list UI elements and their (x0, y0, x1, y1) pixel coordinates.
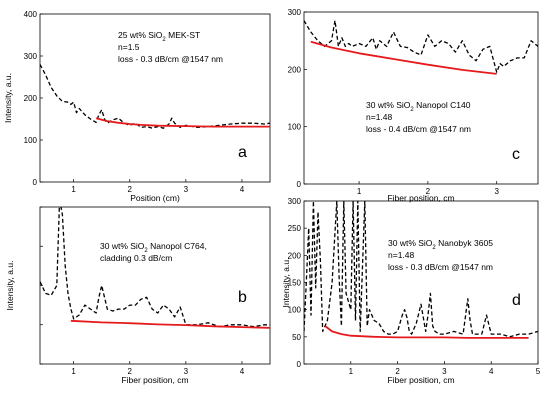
panel-letter: c (512, 146, 520, 163)
measured-curve (40, 207, 270, 328)
x-tick-label: 5 (536, 367, 541, 376)
x-axis-label: Fiber position, cm (387, 375, 454, 385)
x-tick-label: 2 (128, 185, 133, 194)
annotation-line: 25 wt% SiO2 MEK-ST (118, 30, 200, 43)
annotation-line: loss - 0.3 dB/cm @1547 nm (118, 54, 223, 64)
x-axis-label: Fiber position, cm (387, 193, 454, 203)
y-tick-label: 200 (24, 94, 38, 103)
annotation-line: cladding 0.3 dB/cm (100, 253, 172, 263)
panel-letter: d (512, 292, 521, 309)
y-tick-label: 0 (297, 180, 302, 189)
x-axis-label: Position (cm) (130, 193, 180, 203)
x-tick-label: 4 (489, 367, 494, 376)
x-tick-label: 3 (184, 185, 189, 194)
fit-curve (310, 40, 497, 75)
measured-curve (304, 201, 538, 338)
y-tick-label: 400 (24, 10, 38, 19)
fit-curve (324, 325, 529, 339)
x-tick-label: 2 (395, 367, 400, 376)
y-tick-label: 300 (288, 8, 302, 17)
plot-frame (39, 206, 271, 365)
panel-letter: a (238, 144, 247, 161)
annotation-line: n=1.48 (388, 250, 415, 260)
x-tick-label: 2 (426, 187, 431, 196)
y-tick-label: 200 (288, 65, 302, 74)
fit-curve (95, 117, 270, 128)
y-tick-label: 150 (288, 279, 302, 288)
y-tick-label: 300 (288, 197, 302, 206)
measured-curve (304, 19, 538, 73)
y-tick-label: 0 (297, 360, 302, 369)
y-tick-label: 100 (24, 136, 38, 145)
y-tick-label: 100 (288, 123, 302, 132)
y-axis-label: Intensity, a.u. (281, 258, 291, 308)
y-tick-label: 100 (288, 306, 302, 315)
y-axis-label: Intensity, a.u. (3, 73, 13, 123)
y-tick-label: 300 (24, 52, 38, 61)
y-tick-label: 250 (288, 224, 302, 233)
annotation-line: loss - 0.3 dB/cm @1547 nm (388, 262, 493, 272)
fit-curve (70, 319, 270, 329)
panel-c: 1 2 3 0 100 200 300 Fiber position, cm 30 wt% Si… (288, 8, 539, 203)
annotation-line: 30 wt% SiO2 Nanopol C140 (366, 100, 471, 113)
y-tick-label: 0 (33, 178, 38, 187)
annotation-line: 30 wt% SiO2 Nanobyk 3605 (388, 238, 493, 251)
x-tick-label: 1 (349, 367, 354, 376)
x-tick-label: 2 (128, 367, 133, 376)
x-tick-label: 1 (71, 185, 76, 194)
panel-a: 1 2 3 4 0 100 200 300 400 Position (cm) Intensity,… (3, 10, 271, 203)
x-tick-label: 3 (442, 367, 447, 376)
annotation-line: n=1.48 (366, 112, 393, 122)
x-tick-label: 3 (494, 187, 499, 196)
x-axis-label: Fiber position, cm (121, 375, 188, 385)
x-tick-label: 4 (240, 367, 245, 376)
y-axis-label: Intensity, a.u. (5, 261, 15, 311)
panel-b: 1 2 3 4 Fiber position, cm Intensity, a.u. 30 … (5, 206, 271, 385)
x-tick-label: 1 (71, 367, 76, 376)
plot-frame (303, 11, 539, 185)
annotation-line: n=1.5 (118, 42, 140, 52)
y-tick-label: 200 (288, 251, 302, 260)
annotation-line: loss - 0.4 dB/cm @1547 nm (366, 124, 471, 134)
measured-curve (40, 64, 270, 129)
panel-letter: b (238, 289, 247, 306)
annotation-line: 30 wt% SiO2 Nanopol C764, (100, 241, 207, 254)
x-tick-label: 1 (357, 187, 362, 196)
x-tick-label: 4 (240, 185, 245, 194)
x-tick-label: 3 (184, 367, 189, 376)
y-tick-label: 50 (292, 333, 301, 342)
